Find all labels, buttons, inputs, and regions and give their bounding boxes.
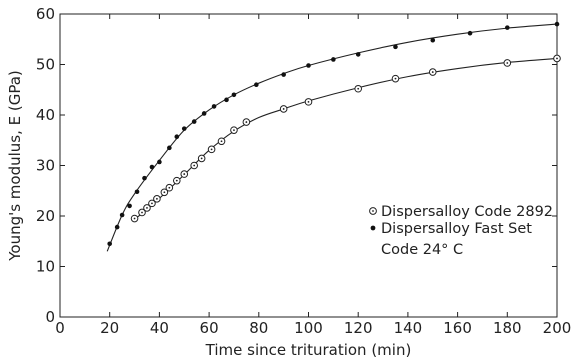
data-point-center-dot (183, 173, 186, 175)
data-point-center-dot (168, 186, 171, 189)
data-point-fast-set (142, 175, 147, 181)
x-tick-label: 160 (443, 319, 472, 337)
data-point-fast-set (107, 241, 112, 247)
x-tick-label: 20 (100, 319, 119, 337)
data-point-center-dot (556, 57, 558, 60)
series-curve-2 (106, 23, 558, 252)
data-point-center-dot (220, 140, 223, 143)
x-tick-label: 40 (150, 319, 169, 337)
x-tick-label: 140 (394, 319, 423, 337)
data-point-center-dot (200, 157, 203, 160)
y-tick-label: 30 (36, 157, 55, 175)
data-point-center-dot (307, 100, 310, 103)
legend-label-code-2892: Dispersalloy Code 2892 (381, 204, 553, 220)
data-point-center-dot (210, 148, 213, 151)
data-point-center-dot (163, 191, 166, 194)
legend-marker-center-dot (372, 210, 374, 212)
data-point-fast-set (281, 72, 286, 77)
plot-frame (59, 13, 558, 318)
data-point-center-dot (146, 207, 148, 209)
y-tick-label: 20 (36, 207, 55, 225)
data-point-fast-set (181, 126, 187, 131)
x-axis: 0 20 40 60 80 100 120 140 160 180 200 (55, 14, 571, 337)
data-point-center-dot (175, 179, 178, 182)
data-point-fast-set (467, 30, 473, 36)
data-point-center-dot (357, 87, 360, 90)
data-point-fast-set (174, 134, 180, 140)
data-point-fast-set (211, 104, 217, 109)
plot-area: 0 20 40 60 80 100 120 140 160 180 200 0 10 20 30 40 50 6… (36, 5, 571, 337)
data-point-fast-set (393, 44, 398, 50)
data-point-fast-set (224, 97, 229, 103)
data-point-fast-set (191, 119, 197, 124)
x-tick-label: 80 (249, 319, 268, 337)
legend-marker-filled-dot (370, 225, 376, 231)
legend-label-fast-set-line2: Code 24° C (381, 242, 463, 258)
data-point-center-dot (431, 71, 434, 73)
data-point-fast-set (254, 82, 259, 87)
data-point-center-dot (141, 211, 143, 214)
legend-entry-fast-set: Dispersalloy Fast Set Code 24° C (370, 221, 532, 258)
legend-entry-code-2892: Dispersalloy Code 2892 (369, 204, 553, 220)
x-tick-label: 0 (55, 319, 65, 337)
data-point-fast-set (331, 57, 336, 62)
legend-label-fast-set: Dispersalloy Fast Set (381, 221, 532, 237)
data-point-fast-set (505, 25, 510, 30)
data-point-fast-set (167, 145, 172, 151)
y-tick-label: 10 (36, 258, 55, 276)
series-curve-1 (134, 57, 558, 220)
data-point-fast-set (231, 92, 237, 98)
x-tick-label: 100 (294, 319, 323, 337)
y-axis-title: Young's modulus, E (GPa) (6, 70, 24, 262)
data-point-center-dot (156, 197, 158, 200)
data-point-fast-set (430, 37, 436, 43)
data-point-center-dot (133, 217, 136, 220)
data-point-center-dot (282, 108, 285, 110)
data-point-center-dot (193, 164, 196, 167)
data-point-fast-set (201, 111, 207, 116)
data-point-center-dot (394, 77, 397, 80)
data-point-center-dot (245, 121, 248, 123)
data-point-fast-set (119, 212, 125, 218)
data-point-fast-set (554, 21, 560, 27)
data-point-center-dot (506, 62, 509, 64)
data-point-fast-set (355, 52, 361, 57)
y-axis: 0 10 20 30 40 50 60 (36, 5, 557, 326)
data-points (107, 21, 561, 247)
x-tick-label: 120 (344, 319, 373, 337)
legend: Dispersalloy Code 2892 Dispersalloy Fast… (369, 204, 553, 258)
y-tick-label: 0 (45, 308, 55, 326)
data-point-fast-set (114, 224, 120, 230)
y-tick-label: 60 (36, 5, 55, 23)
x-tick-label: 60 (200, 319, 219, 337)
x-axis-title: Time since trituration (min) (205, 341, 412, 359)
data-point-center-dot (233, 129, 235, 132)
data-point-center-dot (151, 202, 153, 205)
data-point-fast-set (157, 159, 162, 165)
data-point-fast-set (149, 164, 155, 170)
y-tick-label: 40 (36, 106, 55, 124)
data-point-fast-set (306, 63, 311, 68)
y-tick-label: 50 (36, 56, 55, 74)
x-tick-label: 180 (493, 319, 522, 337)
x-tick-label: 200 (543, 319, 571, 337)
data-point-fast-set (127, 203, 132, 209)
data-point-fast-set (134, 189, 140, 195)
